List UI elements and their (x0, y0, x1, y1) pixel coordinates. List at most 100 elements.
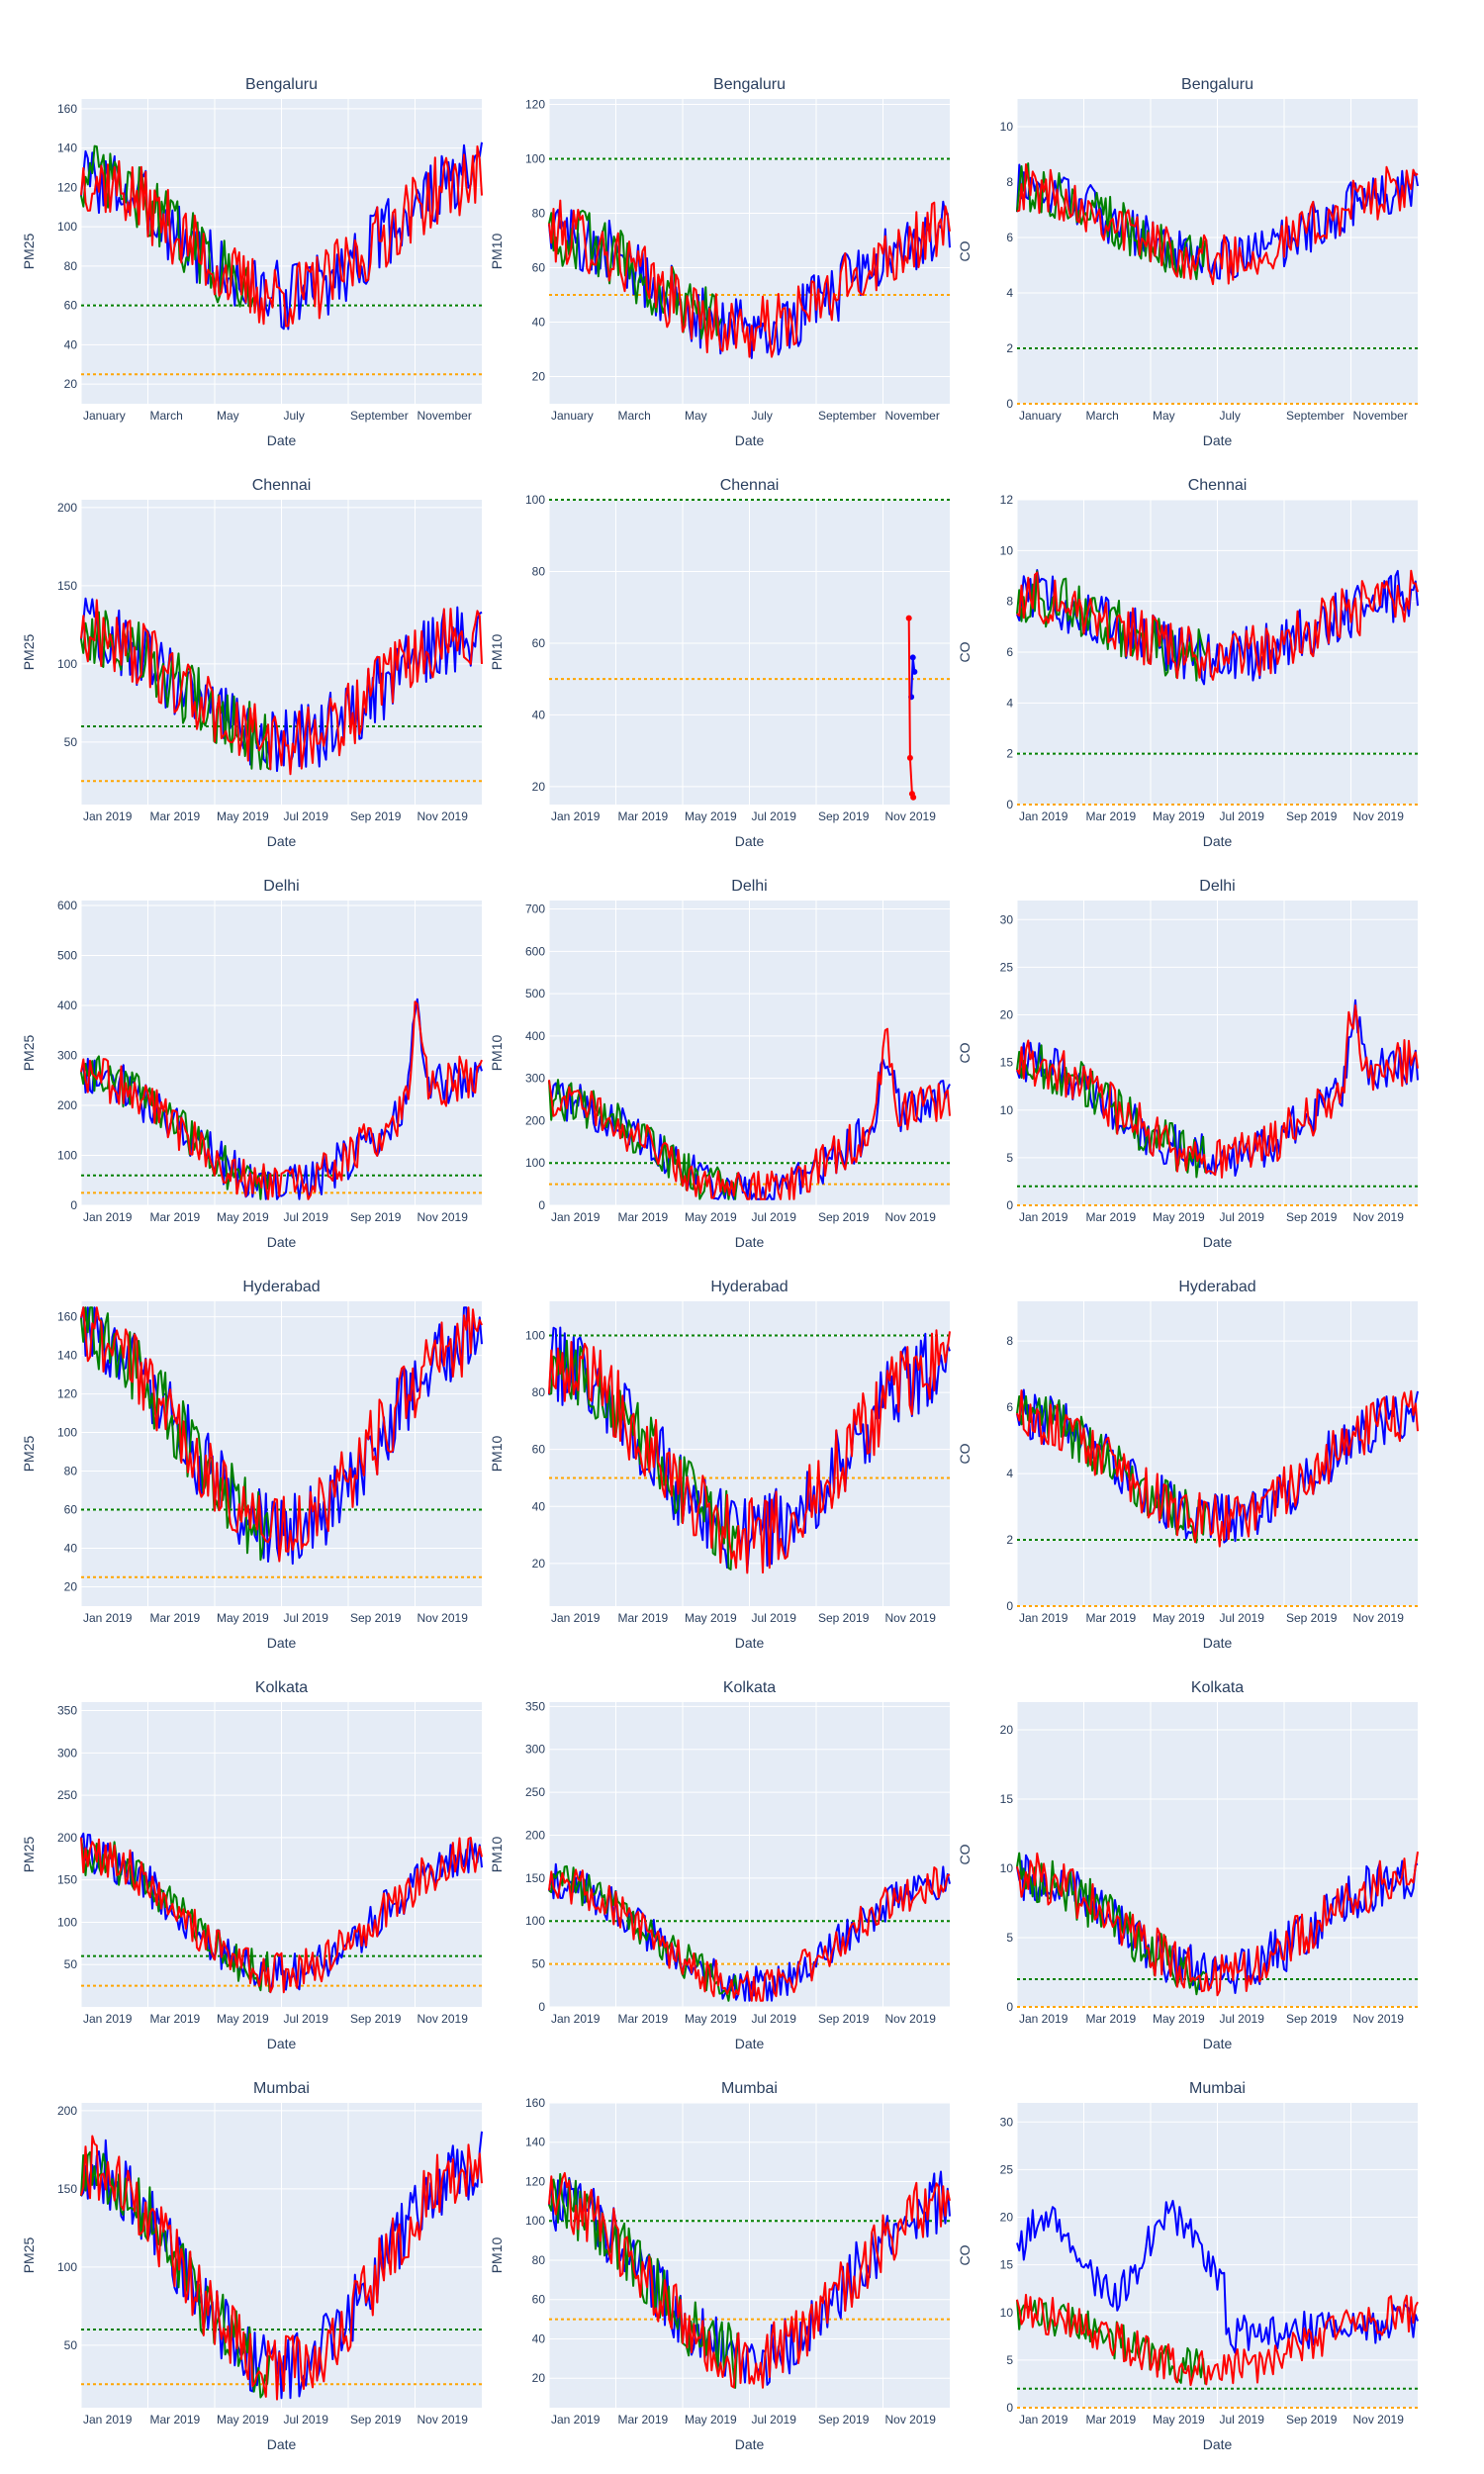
series-line (80, 1306, 483, 1563)
x-tick-label: July (752, 409, 773, 423)
series-line (548, 1866, 951, 2002)
series-line (80, 2135, 483, 2401)
subplot-title: Kolkata (1191, 1679, 1244, 1696)
x-axis-title: Date (267, 833, 297, 849)
subplot-chennai-pm10: 20 40 60 80 100 Jan 2019 Mar 2019 May 2019 Jul 2… (489, 477, 950, 849)
y-tick-label: 60 (64, 299, 78, 313)
x-tick-label: Nov 2019 (1353, 1611, 1405, 1625)
x-tick-label: Sep 2019 (350, 2012, 402, 2026)
y-tick-label: 100 (57, 1915, 77, 1929)
y-tick-label: 80 (532, 1385, 546, 1399)
x-tick-label: Nov 2019 (417, 1210, 469, 1224)
x-tick-label: Jan 2019 (83, 1210, 133, 1224)
y-tick-label: 10 (1000, 543, 1014, 557)
x-tick-label: Jul 2019 (284, 2012, 329, 2026)
y-tick-label: 20 (1000, 1723, 1014, 1737)
y-tick-label: 50 (64, 2338, 78, 2352)
x-tick-label: Nov 2019 (885, 2413, 937, 2426)
x-tick-label: March (618, 409, 651, 423)
y-tick-label: 100 (57, 220, 77, 234)
y-tick-label: 10 (1000, 1103, 1014, 1117)
x-axis-title: Date (735, 2436, 765, 2452)
y-axis-title: CO (957, 641, 973, 662)
y-tick-label: 80 (532, 564, 546, 578)
x-axis-title: Date (267, 432, 297, 448)
x-tick-label: Jul 2019 (1220, 1611, 1265, 1625)
y-tick-label: 15 (1000, 1792, 1014, 1806)
subplot-title: Mumbai (721, 2080, 778, 2097)
series-line (1016, 569, 1419, 681)
y-tick-label: 30 (1000, 912, 1014, 926)
y-tick-label: 150 (525, 1871, 545, 1885)
x-tick-label: Sep 2019 (1286, 2012, 1338, 2026)
x-tick-label: May 2019 (685, 1210, 737, 1224)
y-tick-label: 200 (57, 501, 77, 515)
x-tick-label: Jul 2019 (752, 2012, 797, 2026)
y-tick-label: 30 (1000, 2115, 1014, 2129)
series-line (80, 1837, 483, 1994)
y-tick-label: 150 (57, 1873, 77, 1887)
x-axis-title: Date (1203, 2036, 1233, 2051)
x-tick-label: Jan 2019 (1019, 1210, 1068, 1224)
x-axis-title: Date (1203, 1635, 1233, 1651)
x-tick-label: May (1153, 409, 1175, 423)
x-tick-label: Jan 2019 (83, 2413, 133, 2426)
x-tick-label: May 2019 (1153, 1210, 1205, 1224)
y-tick-label: 40 (532, 708, 546, 721)
x-tick-label: Jan 2019 (1019, 1611, 1068, 1625)
y-tick-label: 40 (64, 1542, 78, 1556)
y-tick-label: 80 (532, 2253, 546, 2267)
y-tick-label: 25 (1000, 2162, 1014, 2176)
subplot-bengaluru-pm25: 20 40 60 80 100 120 140 160 January March May July S… (21, 76, 483, 448)
x-tick-label: May 2019 (1153, 809, 1205, 823)
x-tick-label: Nov 2019 (885, 809, 937, 823)
y-tick-label: 100 (525, 493, 545, 507)
x-tick-label: Jul 2019 (1220, 2413, 1265, 2426)
series-line (80, 1055, 271, 1200)
series-line (548, 1027, 951, 1200)
subplot-title: Bengaluru (245, 76, 318, 93)
subplot-hyderabad-pm25: 20 40 60 80 100 120 140 160 Jan 2019 Mar 2019 May … (21, 1279, 483, 1651)
x-tick-label: Jan 2019 (551, 1210, 601, 1224)
y-axis-title: PM10 (489, 1837, 505, 1873)
subplot-kolkata-pm10: 0 50 100 150 200 250 300 350 Jan 2019 Mar 2019 May… (489, 1679, 951, 2051)
y-tick-label: 0 (1006, 1198, 1013, 1212)
x-axis-title: Date (267, 2436, 297, 2452)
y-tick-label: 20 (532, 1557, 546, 1570)
y-tick-label: 5 (1006, 2353, 1013, 2367)
x-tick-label: Jul 2019 (752, 2413, 797, 2426)
y-tick-label: 600 (525, 944, 545, 958)
y-axis-title: CO (957, 1042, 973, 1063)
y-tick-label: 4 (1006, 1467, 1013, 1480)
series-line (910, 657, 916, 698)
y-axis-title: CO (957, 240, 973, 261)
x-tick-label: Sep 2019 (818, 2413, 870, 2426)
y-tick-label: 4 (1006, 286, 1013, 300)
series-line (548, 2171, 951, 2389)
y-tick-label: 100 (525, 1156, 545, 1170)
y-axis-title: PM25 (21, 1837, 37, 1873)
x-tick-label: Mar 2019 (618, 2413, 669, 2426)
y-tick-label: 100 (57, 1426, 77, 1440)
subplot-hyderabad-co: 0 2 4 6 8 Jan 2019 Mar 2019 May 2019 Jul 2019 Sep… (957, 1279, 1419, 1651)
x-tick-label: Nov 2019 (417, 2012, 469, 2026)
y-tick-label: 20 (532, 370, 546, 384)
x-tick-label: Jul 2019 (284, 809, 329, 823)
series-line (1016, 2199, 1419, 2354)
y-tick-label: 200 (525, 1828, 545, 1842)
x-tick-label: January (551, 409, 594, 423)
y-tick-label: 150 (57, 579, 77, 593)
series-line (80, 144, 483, 328)
x-tick-label: Nov 2019 (417, 809, 469, 823)
y-tick-label: 20 (532, 780, 546, 794)
y-tick-label: 6 (1006, 1400, 1013, 1414)
y-tick-label: 400 (525, 1029, 545, 1043)
x-tick-label: Jul 2019 (1220, 809, 1265, 823)
y-tick-label: 400 (57, 999, 77, 1012)
y-tick-label: 100 (57, 2260, 77, 2274)
y-tick-label: 300 (57, 1049, 77, 1063)
series-line (80, 1306, 271, 1562)
y-tick-label: 50 (64, 1957, 78, 1971)
x-tick-label: May 2019 (685, 2012, 737, 2026)
